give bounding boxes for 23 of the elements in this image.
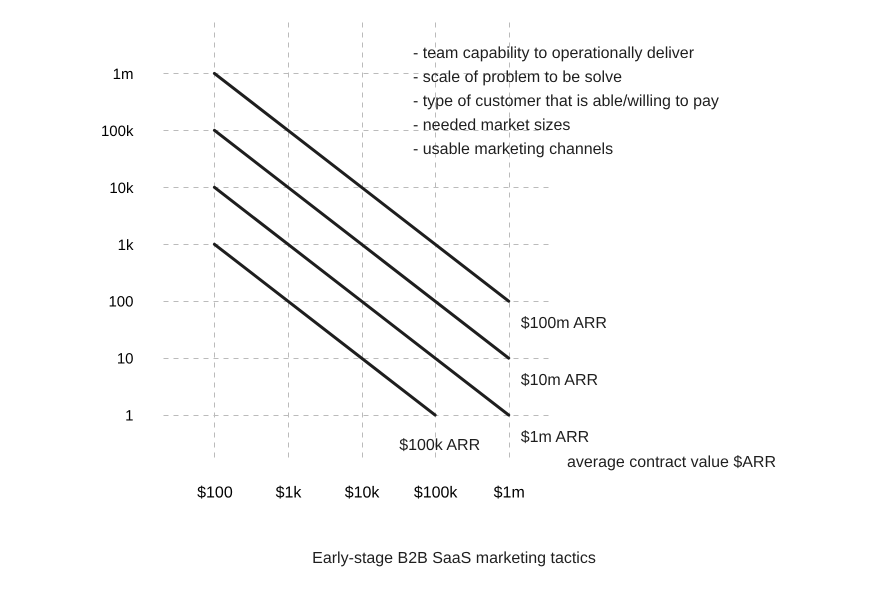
y-tick-label: 100k: [100, 122, 134, 140]
x-tick-label: $1k: [276, 484, 302, 502]
annotation: - usable marketing channels: [413, 141, 614, 158]
annotation: - team capability to operationally deliver: [413, 45, 695, 62]
y-tick-label: 10k: [109, 180, 134, 197]
y-tick-label: 1: [125, 408, 134, 425]
y-tick-label: 1m: [112, 66, 134, 83]
series-label: $10m ARR: [520, 372, 598, 390]
x-tick-label: $100: [197, 484, 233, 502]
annotation: - type of customer that is able/willing to pay: [413, 93, 719, 110]
x-tick-label: $10k: [344, 484, 380, 502]
series-label: $1m ARR: [520, 429, 590, 446]
annotation: - scale of problem to be solve: [413, 69, 622, 86]
series-label: $100m ARR: [520, 315, 607, 332]
x-tick-label: $100k: [414, 484, 458, 502]
text: Early-stage B2B SaaS marketing tactics: [312, 550, 596, 567]
y-tick-label: 100: [108, 294, 134, 311]
y-tick-label: 1k: [118, 236, 134, 254]
annotation: - needed market sizes: [413, 117, 570, 134]
y-tick-label: 10: [116, 350, 134, 368]
series-label: $100k ARR: [399, 437, 480, 454]
x-tick-label: $1m: [494, 484, 525, 502]
x-axis-title: average contract value $ARR: [567, 454, 776, 471]
